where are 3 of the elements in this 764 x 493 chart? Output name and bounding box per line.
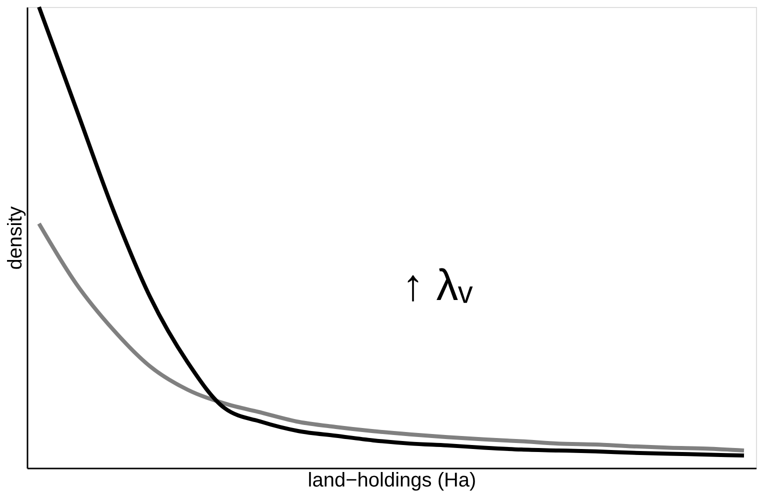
x-axis-title: land−holdings (Ha) (308, 470, 476, 492)
annotation: ↑ λᵥ (402, 261, 474, 310)
y-axis-title: density (4, 206, 26, 270)
